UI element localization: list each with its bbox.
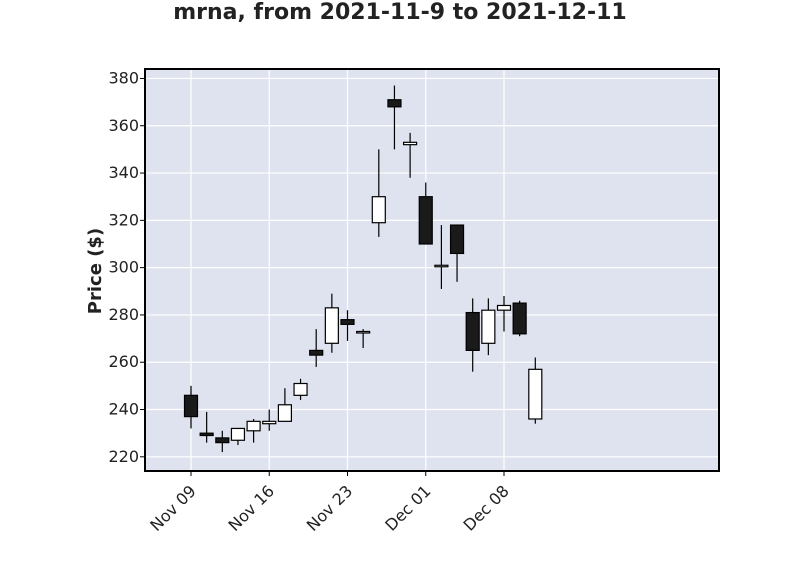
chart-title: mrna, from 2021-11-9 to 2021-12-11 — [173, 0, 627, 25]
x-tick-label: Dec 08 — [460, 481, 513, 534]
candle-body — [183, 394, 199, 418]
y-tick-label: 340 — [108, 163, 139, 182]
candle-body — [403, 141, 418, 146]
y-tick-label: 280 — [108, 305, 139, 324]
y-tick-label: 240 — [108, 400, 139, 419]
candle-body — [246, 420, 261, 432]
candle-body — [199, 432, 214, 437]
candle-body — [230, 427, 246, 441]
candle-body — [496, 304, 512, 311]
y-tick-label: 360 — [108, 116, 139, 135]
candle-body — [387, 99, 402, 108]
candle-body — [309, 349, 324, 356]
y-tick-label: 220 — [108, 447, 139, 466]
candle-body — [449, 224, 465, 255]
plot-frame — [144, 68, 720, 472]
y-tick-label: 320 — [108, 210, 139, 229]
y-tick-label: 260 — [108, 352, 139, 371]
candle-body — [371, 196, 386, 224]
plot-background — [145, 69, 719, 471]
x-tick-label: Dec 01 — [381, 481, 434, 534]
x-tick-label: Nov 16 — [225, 481, 279, 535]
candle-body — [481, 309, 496, 344]
candle-body — [215, 437, 230, 444]
candle-body — [356, 330, 371, 334]
candle-body — [340, 319, 355, 325]
candle-body — [324, 307, 339, 344]
y-tick-label: 380 — [108, 68, 139, 87]
candle-body — [528, 368, 543, 420]
candle-body — [434, 264, 449, 268]
plot-area: 220 240 260 280 300 320 340 360 380 Nov 09 Nov 16 N… — [108, 68, 720, 535]
candle-body — [262, 420, 277, 425]
x-tick-label: Nov 23 — [303, 481, 357, 535]
candle-body — [418, 196, 433, 245]
candle-body — [293, 382, 308, 396]
candle-body — [465, 311, 480, 351]
x-tick-label: Nov 09 — [146, 481, 200, 535]
y-axis-label: Price ($) — [85, 228, 106, 314]
candle-body — [277, 404, 292, 422]
candle-body — [512, 302, 527, 335]
y-tick-label: 300 — [108, 258, 139, 277]
